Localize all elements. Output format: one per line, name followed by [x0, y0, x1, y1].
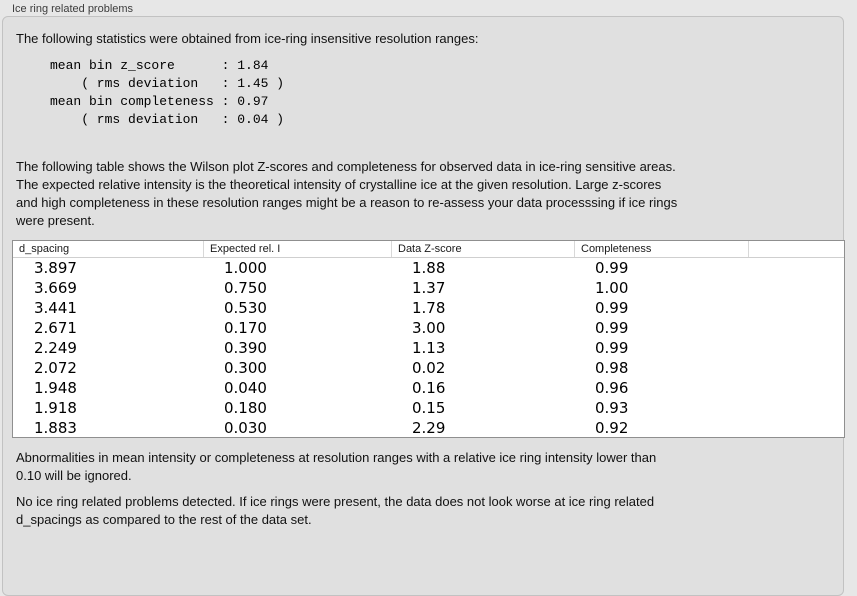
table-cell: 1.000 — [224, 259, 267, 277]
table-row[interactable]: 2.249 0.390 1.13 0.99 — [13, 338, 844, 358]
table-cell: 0.300 — [224, 359, 267, 377]
table-cell: 0.96 — [595, 379, 629, 397]
table-cell: 0.99 — [595, 339, 629, 357]
table-cell: 3.00 — [412, 319, 446, 337]
table-cell: 2.29 — [412, 419, 446, 437]
column-header-d-spacing[interactable]: d_spacing — [19, 243, 70, 255]
table-row[interactable]: 2.072 0.300 0.02 0.98 — [13, 358, 844, 378]
column-header-completeness[interactable]: Completeness — [574, 241, 748, 257]
table-cell: 1.37 — [412, 279, 446, 297]
column-header-expected-rel-i[interactable]: Expected rel. I — [203, 241, 391, 257]
ice-ring-table: d_spacing Expected rel. I Data Z-score Comp… — [12, 240, 845, 438]
table-cell: 0.16 — [412, 379, 446, 397]
table-cell: 0.98 — [595, 359, 629, 377]
table-cell: 2.249 — [34, 339, 77, 357]
table-cell: 0.390 — [224, 339, 267, 357]
table-cell: 0.02 — [412, 359, 446, 377]
table-cell: 1.78 — [412, 299, 446, 317]
table-cell: 0.99 — [595, 259, 629, 277]
table-body: 3.897 1.000 1.88 0.99 3.669 0.750 1.37 1.00 3.44… — [13, 258, 844, 437]
table-row[interactable]: 1.918 0.180 0.15 0.93 — [13, 398, 844, 418]
table-cell: 3.441 — [34, 299, 77, 317]
column-header-data-z-score[interactable]: Data Z-score — [391, 241, 574, 257]
table-cell: 1.883 — [34, 419, 77, 437]
table-cell: 1.948 — [34, 379, 77, 397]
table-cell: 0.170 — [224, 319, 267, 337]
note-ignore-text: Abnormalities in mean intensity or compl… — [16, 450, 657, 483]
table-header: d_spacing Expected rel. I Data Z-score Comp… — [13, 241, 844, 258]
table-row[interactable]: 1.883 0.030 2.29 0.92 — [13, 418, 844, 437]
table-cell: 2.671 — [34, 319, 77, 337]
table-cell: 0.99 — [595, 299, 629, 317]
conclusion-text: No ice ring related problems detected. I… — [16, 494, 655, 527]
table-row[interactable]: 3.441 0.530 1.78 0.99 — [13, 298, 844, 318]
column-header-filler — [748, 241, 844, 257]
table-cell: 0.750 — [224, 279, 267, 297]
table-cell: 2.072 — [34, 359, 77, 377]
table-cell: 1.00 — [595, 279, 629, 297]
table-cell: 0.15 — [412, 399, 446, 417]
table-row[interactable]: 2.671 0.170 3.00 0.99 — [13, 318, 844, 338]
table-row[interactable]: 3.897 1.000 1.88 0.99 — [13, 258, 844, 278]
stats-block: mean bin z_score : 1.84 ( rms deviation … — [50, 58, 285, 127]
table-cell: 0.040 — [224, 379, 267, 397]
table-cell: 0.99 — [595, 319, 629, 337]
table-cell: 1.918 — [34, 399, 77, 417]
table-cell: 0.93 — [595, 399, 629, 417]
panel-title: Ice ring related problems — [12, 3, 134, 15]
table-cell: 0.530 — [224, 299, 267, 317]
table-cell: 3.897 — [34, 259, 77, 277]
intro-text: The following statistics were obtained f… — [16, 31, 479, 46]
table-row[interactable]: 3.669 0.750 1.37 1.00 — [13, 278, 844, 298]
table-intro-text: The following table shows the Wilson plo… — [16, 159, 678, 228]
table-cell: 1.13 — [412, 339, 446, 357]
table-cell: 0.030 — [224, 419, 267, 437]
table-cell: 3.669 — [34, 279, 77, 297]
table-row[interactable]: 1.948 0.040 0.16 0.96 — [13, 378, 844, 398]
table-cell: 0.92 — [595, 419, 629, 437]
table-cell: 0.180 — [224, 399, 267, 417]
table-cell: 1.88 — [412, 259, 446, 277]
